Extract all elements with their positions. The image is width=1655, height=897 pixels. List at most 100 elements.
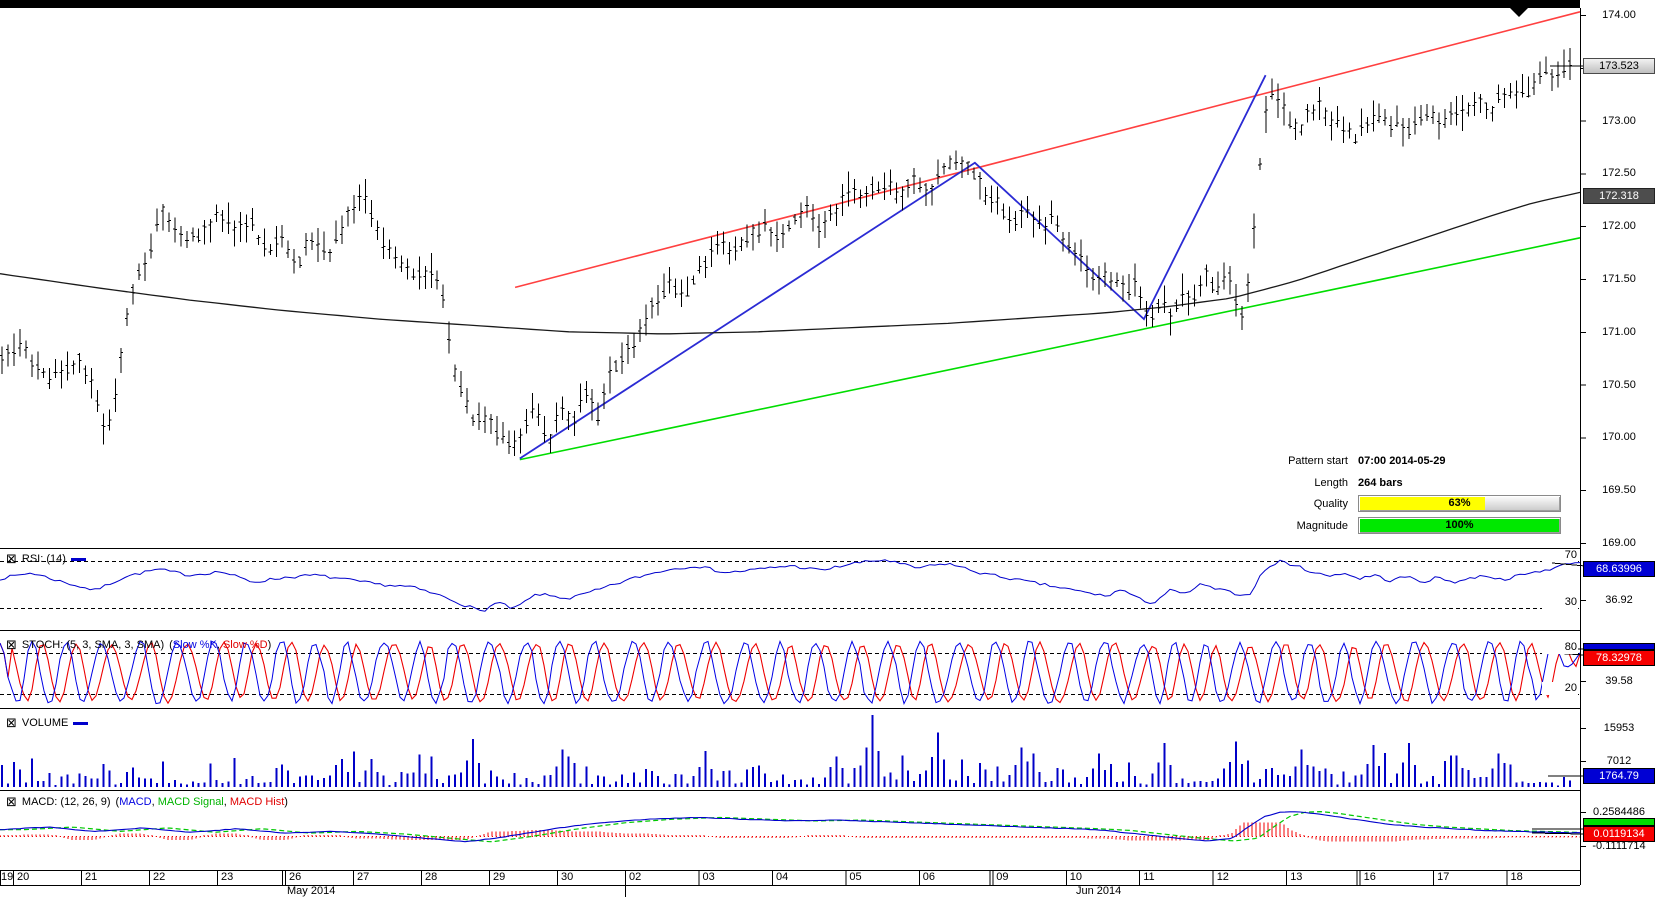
pattern-start-label: Pattern start: [1288, 454, 1348, 467]
price-tick-label: 169.00: [1602, 537, 1636, 549]
rsi-axis-value: 36.92: [1605, 594, 1633, 606]
stoch-lower-level-label: 20: [1542, 682, 1578, 695]
price-tick-label: 169.50: [1602, 484, 1636, 497]
pattern-quality-label: Quality: [1313, 497, 1348, 510]
macd-line-legend: MACD: [119, 796, 152, 808]
macd-legend: (MACD, MACD Signal, MACD Hist): [115, 796, 288, 808]
x-axis-day-label: 19: [1, 871, 14, 883]
rsi-lower-level-label: 30: [1542, 596, 1578, 609]
x-axis-day-label: 26: [289, 871, 302, 883]
x-axis-day-label: 03: [702, 871, 715, 883]
x-axis-day-label: 22: [153, 871, 166, 883]
x-axis-day-label: 18: [1510, 871, 1523, 883]
pattern-magnitude-row: Magnitude 100%: [1180, 517, 1561, 534]
macd-signal-badge: [1583, 818, 1655, 826]
price-tick-label: 170.00: [1602, 431, 1636, 444]
price-tick-label: 170.50: [1602, 378, 1636, 391]
macd-axis-upper: 0.2584486: [1593, 806, 1645, 818]
x-axis-day-label: 17: [1437, 871, 1450, 883]
magnitude-progress-bar: 100%: [1358, 517, 1561, 534]
rsi-value-badge: 68.63996: [1583, 561, 1655, 577]
month-label-jun: Jun 2014: [1076, 885, 1122, 897]
x-axis-day-label: 06: [922, 871, 936, 883]
macd-signal-legend: MACD Signal: [157, 796, 224, 808]
price-tick-label: 171.50: [1602, 273, 1636, 285]
stoch-d-legend: Slow %D: [222, 639, 268, 651]
stoch-legend: (Slow %K, Slow %D): [169, 639, 272, 651]
indicator-checkbox-icon[interactable]: ⊠: [6, 551, 17, 567]
macd-axis-lower: -0.1111714: [1592, 840, 1646, 852]
x-axis-day-label: 27: [357, 871, 370, 883]
quality-progress-value: 63%: [1448, 497, 1471, 509]
volume-panel-label: ⊠ VOLUME: [6, 715, 89, 731]
price-tick-label: 173.00: [1602, 114, 1636, 127]
stoch-lines: [0, 639, 1581, 706]
pattern-quality-row: Quality 63%: [1180, 495, 1561, 512]
current-price-badge: 173.523: [1583, 58, 1655, 74]
stoch-k-badge: [1583, 643, 1655, 650]
volume-value-badge: 1764.79: [1583, 768, 1655, 784]
indicator-checkbox-icon[interactable]: ⊠: [6, 715, 17, 731]
panel-frame: [0, 8, 1586, 886]
rsi-line: [0, 559, 1581, 612]
rsi-legend-swatch-icon: [70, 557, 86, 561]
stoch-label-text: STOCH: (5, 3, SMA, 3, SMA): [21, 639, 165, 651]
pattern-length-row: Length 264 bars: [1180, 474, 1561, 491]
x-axis-day-label: 04: [776, 871, 789, 883]
quality-progress-bar: 63%: [1358, 495, 1561, 512]
x-axis-day-label: 13: [1290, 871, 1303, 883]
price-tick-label: 172.50: [1602, 167, 1636, 180]
stoch-axis-value: 39.58: [1605, 675, 1633, 687]
rsi-panel-label: ⊠ RSI: (14): [6, 552, 86, 566]
x-axis-day-label: 09: [996, 871, 1009, 883]
pattern-start-row: Pattern start 07:00 2014-05-29: [1180, 452, 1561, 469]
rsi-label-text: RSI: (14): [21, 553, 66, 565]
indicator-checkbox-icon[interactable]: ⊠: [6, 637, 17, 653]
x-axis-day-label: 12: [1216, 871, 1229, 883]
pattern-magnitude-label: Magnitude: [1296, 519, 1348, 532]
stoch-upper-level-label: 80: [1542, 641, 1578, 654]
pattern-start-value: 07:00 2014-05-29: [1358, 454, 1446, 467]
price-tick-label: 171.00: [1602, 325, 1636, 338]
ma-value-badge: 172.318: [1583, 188, 1655, 204]
top-scrollbar[interactable]: [0, 0, 1580, 8]
magnitude-progress-fill: [1360, 519, 1559, 532]
x-axis-day-label: 30: [561, 871, 574, 883]
indicator-checkbox-icon[interactable]: ⊠: [6, 794, 17, 810]
pattern-length-label: Length: [1314, 476, 1348, 489]
price-tick-label: 174.00: [1602, 9, 1636, 21]
volume-legend-swatch-icon: [73, 721, 89, 725]
scroll-position-marker-icon[interactable]: [1510, 8, 1528, 17]
x-axis-day-label: 11: [1143, 871, 1155, 883]
price-tick-label: 172.00: [1602, 220, 1636, 233]
x-axis-day-label: 20: [17, 871, 30, 883]
volume-axis-lower: 7012: [1606, 755, 1632, 767]
x-axis-day-label: 29: [493, 871, 506, 883]
macd-hist-legend: MACD Hist: [229, 796, 285, 808]
macd-panel-label: ⊠ MACD: (12, 26, 9) (MACD, MACD Signal, …: [6, 795, 288, 809]
stoch-d-value-badge: 78.32978: [1583, 650, 1655, 666]
ma-line: [0, 191, 1581, 335]
macd-lines: [0, 810, 1581, 843]
magnitude-progress-value: 100%: [1445, 519, 1474, 531]
volume-label-text: VOLUME: [21, 717, 69, 729]
pattern-length-value: 264 bars: [1358, 476, 1403, 489]
x-axis-day-label: 02: [629, 871, 642, 883]
rsi-upper-level-label: 70: [1542, 549, 1578, 562]
price-bars: [0, 47, 1572, 457]
stoch-panel-label: ⊠ STOCH: (5, 3, SMA, 3, SMA) (Slow %K, S…: [6, 638, 271, 652]
month-label-may: May 2014: [287, 885, 336, 897]
x-axis-day-label: 28: [425, 871, 438, 883]
stoch-k-legend: Slow %K: [172, 639, 217, 651]
x-axis-day-label: 21: [85, 871, 98, 883]
x-axis-day-label: 05: [849, 871, 862, 883]
macd-value-badge: 0.0119134: [1583, 826, 1655, 842]
x-axis-day-label: 23: [221, 871, 234, 883]
x-axis-separators: [0, 870, 1581, 897]
x-axis-day-label: 10: [1069, 871, 1083, 883]
value-leader-lines: [1531, 65, 1586, 835]
volume-bars: [1, 715, 1571, 787]
x-axis-day-label: 16: [1363, 871, 1376, 883]
